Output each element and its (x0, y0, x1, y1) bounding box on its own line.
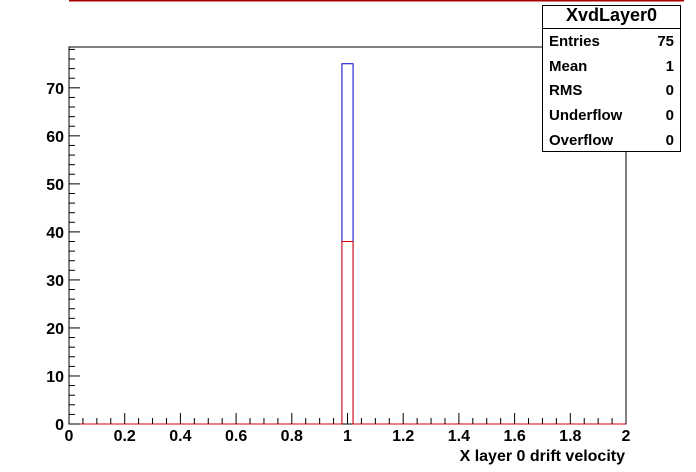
stats-label: RMS (549, 82, 583, 100)
stats-label: Underflow (549, 107, 623, 125)
histogram-series-1 (69, 241, 626, 425)
x-tick-label: 1.6 (503, 428, 525, 445)
stats-value: 1 (665, 57, 674, 75)
stats-value: 0 (665, 132, 674, 150)
y-tick-label: 0 (55, 417, 64, 434)
stats-value: 0 (665, 82, 674, 100)
stats-box: XvdLayer0 Entries 75 Mean 1 RMS 0 Underf… (542, 5, 681, 152)
y-tick-label: 30 (46, 273, 64, 290)
y-tick-label: 50 (46, 177, 64, 194)
histogram-bars (69, 63, 626, 425)
stats-value: 0 (665, 107, 674, 125)
stats-label: Overflow (549, 132, 614, 150)
x-axis-title: X layer 0 drift velocity (460, 448, 626, 465)
stats-row-entries: Entries 75 (543, 29, 680, 54)
x-tick-label: 1.4 (448, 428, 470, 445)
stats-label: Mean (549, 57, 588, 75)
x-tick-label: 0 (65, 428, 74, 445)
stats-label: Entries (549, 32, 600, 50)
y-tick-label: 10 (46, 369, 64, 386)
x-tick-label: 2 (622, 428, 631, 445)
stats-row-underflow: Underflow 0 (543, 103, 680, 128)
y-tick-label: 20 (46, 321, 64, 338)
y-axis: 0 10 20 30 40 50 60 70 (46, 48, 80, 434)
y-tick-label: 40 (46, 225, 64, 242)
x-tick-label: 1.2 (392, 428, 414, 445)
y-tick-label: 70 (46, 81, 64, 98)
x-tick-label: 0.8 (281, 428, 303, 445)
stats-row-overflow: Overflow 0 (543, 128, 680, 153)
stats-row-mean: Mean 1 (543, 54, 680, 79)
x-tick-label: 1.8 (559, 428, 581, 445)
x-axis: 0 0.2 0.4 0.6 0.8 1 1.2 1.4 1.6 1.8 2 (65, 413, 631, 445)
x-tick-label: 0.6 (225, 428, 247, 445)
x-tick-label: 0.4 (169, 428, 191, 445)
stats-row-rms: RMS 0 (543, 79, 680, 104)
x-tick-label: 0.2 (114, 428, 136, 445)
x-tick-label: 1 (343, 428, 352, 445)
stats-title: XvdLayer0 (543, 6, 680, 29)
y-tick-label: 60 (46, 129, 64, 146)
stats-value: 75 (657, 32, 674, 50)
